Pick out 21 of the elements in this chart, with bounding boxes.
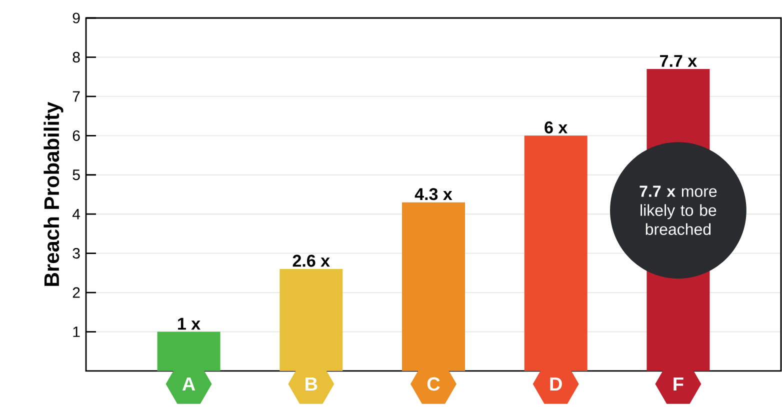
data-label: 1 x [178,318,200,330]
data-label: 2.6 x [292,254,330,267]
data-label: 7.7 x [660,55,697,67]
y-tick-label: 9 [72,12,80,24]
x-tick-label: C [427,377,440,391]
data-label: 6 x [544,121,568,134]
x-tick-label: F [674,377,684,391]
y-tick-label: 3 [72,248,80,259]
x-tick-label: B [306,377,318,391]
data-label: 4.3 x [414,188,452,200]
y-tick-label: 7 [72,91,80,102]
y-tick-label: 6 [72,130,80,141]
y-tick-label: 5 [72,170,80,180]
y-tick-label: 2 [72,287,80,298]
annotation: 7.7 x more likely to be breached [640,186,717,235]
y-axis-title: Breach Probability [44,102,64,286]
y-tick-label: 4 [72,208,80,220]
y-tick-label: 8 [72,52,80,63]
y-tick-label: 1 [73,326,80,337]
x-tick-label: A [182,377,196,391]
x-tick-label: D [550,377,562,391]
